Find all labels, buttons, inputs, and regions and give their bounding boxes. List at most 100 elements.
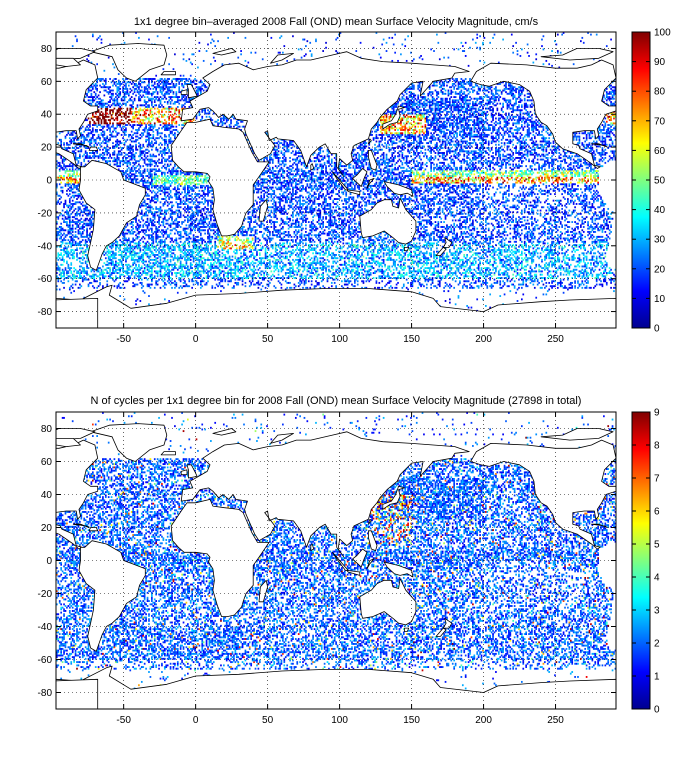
- data-cell: [473, 277, 476, 279]
- data-cell: [459, 265, 461, 268]
- data-cell: [307, 277, 310, 279]
- data-cell: [256, 281, 258, 284]
- data-cell: [464, 275, 467, 278]
- data-cell: [368, 245, 371, 248]
- data-cell: [199, 250, 202, 253]
- data-cell: [159, 235, 162, 238]
- data-cell: [545, 257, 548, 260]
- data-cell: [133, 255, 136, 258]
- data-cell: [138, 268, 140, 271]
- data-cell: [84, 270, 87, 273]
- data-cell: [297, 270, 300, 273]
- data-cell: [178, 237, 181, 240]
- data-cell: [572, 255, 575, 258]
- data-cell: [446, 273, 448, 276]
- data-cell: [477, 252, 480, 255]
- data-cell: [151, 272, 153, 274]
- data-cell: [115, 275, 117, 278]
- data-cell: [126, 250, 129, 253]
- data-cell: [126, 263, 129, 266]
- data-cell: [554, 252, 556, 255]
- data-cell: [485, 239, 487, 242]
- data-cell: [500, 239, 503, 242]
- data-cell: [548, 265, 551, 268]
- data-cell: [270, 252, 273, 255]
- data-cell: [152, 242, 155, 245]
- data-cell: [580, 270, 582, 273]
- data-cell: [613, 290, 615, 293]
- data-cell: [87, 267, 90, 270]
- data-cell: [330, 240, 333, 243]
- data-cell: [207, 272, 209, 274]
- data-cell: [556, 239, 559, 242]
- data-cell: [79, 247, 81, 250]
- data-cell: [149, 244, 152, 247]
- data-cell: [577, 260, 579, 263]
- data-cell: [129, 249, 132, 251]
- data-cell: [431, 281, 434, 284]
- data-cell: [267, 262, 270, 265]
- data-cell: [433, 285, 435, 288]
- data-cell: [204, 250, 206, 253]
- data-cell: [433, 252, 435, 255]
- data-cell: [469, 267, 471, 270]
- data-cell: [588, 237, 591, 240]
- data-cell: [558, 245, 561, 248]
- data-cell: [544, 239, 546, 242]
- data-cell: [136, 275, 139, 278]
- data-cell: [480, 272, 483, 274]
- data-cell: [224, 280, 227, 283]
- data-cell: [289, 281, 291, 284]
- data-cell: [153, 263, 156, 266]
- data-cell: [434, 285, 437, 288]
- data-cell: [149, 262, 152, 265]
- data-cell: [489, 272, 492, 274]
- data-cell: [463, 254, 466, 256]
- data-cell: [241, 247, 244, 250]
- data-cell: [469, 270, 471, 273]
- data-cell: [397, 244, 399, 247]
- data-cell: [459, 244, 461, 247]
- data-cell: [569, 263, 572, 266]
- data-cell: [554, 270, 556, 273]
- data-cell: [316, 257, 319, 260]
- data-cell: [175, 257, 178, 260]
- data-cell: [421, 293, 424, 296]
- data-cell: [492, 250, 494, 253]
- data-cell: [109, 267, 111, 270]
- data-cell: [250, 242, 253, 245]
- data-cell: [215, 252, 218, 255]
- data-cell: [264, 244, 267, 247]
- data-cell: [273, 275, 276, 278]
- data-cell: [436, 277, 438, 279]
- data-cell: [525, 249, 527, 251]
- data-cell: [266, 262, 268, 265]
- data-cell: [68, 286, 71, 289]
- data-cell: [591, 267, 594, 270]
- data-cell: [515, 260, 517, 263]
- data-cell: [587, 280, 589, 283]
- data-cell: [312, 267, 314, 270]
- data-cell: [330, 239, 333, 242]
- data-cell: [539, 252, 542, 255]
- data-cell: [84, 260, 87, 263]
- data-cell: [257, 283, 260, 286]
- data-cell: [86, 254, 88, 256]
- data-cell: [476, 272, 479, 274]
- data-cell: [362, 281, 365, 284]
- data-cell: [519, 254, 522, 256]
- data-cell: [110, 258, 113, 261]
- data-cell: [529, 270, 532, 273]
- data-cell: [486, 239, 489, 242]
- data-cell: [424, 255, 427, 258]
- data-cell: [608, 278, 611, 281]
- data-cell: [192, 255, 195, 258]
- data-cell: [472, 277, 474, 279]
- data-cell: [250, 283, 253, 286]
- data-cell: [528, 245, 530, 248]
- data-cell: [155, 258, 158, 261]
- data-cell: [195, 245, 198, 248]
- data-cell: [57, 254, 60, 256]
- data-cell: [299, 268, 301, 271]
- data-cell: [64, 242, 67, 245]
